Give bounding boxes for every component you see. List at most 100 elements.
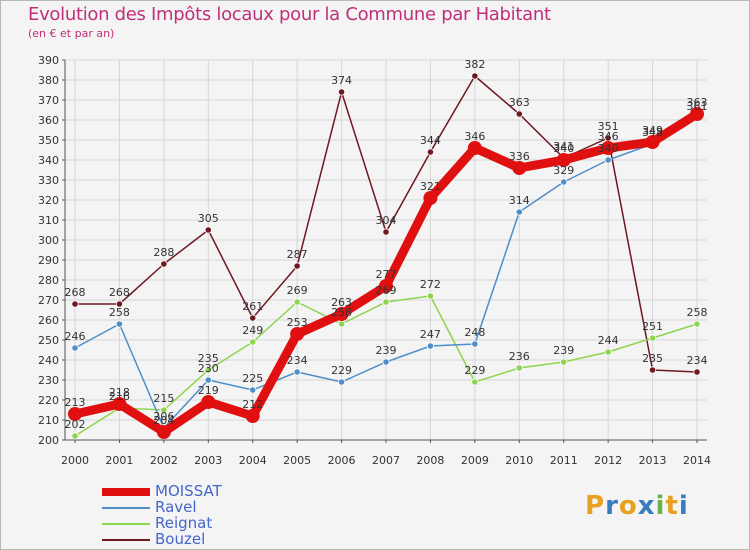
data-point-reignat — [515, 364, 523, 372]
data-label-ravel: 258 — [109, 306, 130, 319]
chart-title: Evolution des Impôts locaux pour la Comm… — [28, 4, 551, 25]
data-label-bouzel: 305 — [198, 212, 219, 225]
data-label-moissat: 277 — [376, 268, 397, 281]
data-label-bouzel: 288 — [153, 246, 174, 259]
data-point-bouzel — [337, 88, 346, 96]
data-label-ravel: 246 — [65, 330, 86, 343]
data-label-bouzel: 268 — [109, 286, 130, 299]
data-point-bouzel — [204, 226, 212, 234]
data-label-reignat: 244 — [598, 334, 619, 347]
data-label-reignat: 269 — [376, 284, 397, 297]
data-label-ravel: 234 — [287, 354, 308, 367]
data-label-reignat: 235 — [198, 352, 219, 365]
data-point-ravel — [426, 342, 435, 350]
y-tick-label: 260 — [38, 314, 59, 327]
data-point-reignat — [693, 320, 701, 328]
legend-swatches — [102, 488, 150, 541]
data-label-bouzel: 363 — [509, 96, 530, 109]
legend-label-moissat: MOISSAT — [155, 482, 222, 500]
data-point-reignat — [648, 334, 657, 342]
data-point-reignat — [426, 292, 435, 300]
data-point-ravel — [115, 320, 124, 328]
data-label-moissat: 204 — [153, 414, 174, 427]
axes — [64, 60, 707, 441]
data-point-bouzel — [160, 260, 168, 268]
data-label-reignat: 239 — [553, 344, 574, 357]
y-tick-label: 270 — [38, 294, 59, 307]
data-label-moissat: 363 — [687, 96, 708, 109]
data-label-ravel: 361 — [687, 100, 708, 113]
data-label-reignat: 202 — [65, 418, 86, 431]
data-label-ravel: 340 — [598, 142, 619, 155]
data-label-moissat: 212 — [242, 398, 263, 411]
data-point-moissat — [467, 141, 482, 155]
data-point-reignat — [471, 378, 479, 386]
x-tick-label: 2008 — [416, 454, 444, 467]
y-tick-label: 200 — [38, 434, 59, 447]
data-point-ravel — [515, 208, 523, 216]
data-point-reignat — [560, 358, 568, 366]
logo-letter: i — [655, 491, 666, 521]
data-point-moissat — [423, 191, 438, 205]
data-point-moissat — [601, 141, 616, 155]
data-label-bouzel: 382 — [464, 58, 485, 71]
data-point-bouzel — [71, 300, 79, 308]
data-point-moissat — [690, 107, 704, 121]
data-point-bouzel — [693, 368, 701, 376]
x-tick-label: 2014 — [683, 454, 711, 467]
logo-letter: P — [585, 491, 606, 521]
data-point-bouzel — [426, 148, 435, 156]
data-label-bouzel: 341 — [553, 140, 574, 153]
data-point-reignat — [71, 432, 79, 440]
x-tick-label: 2002 — [150, 454, 178, 467]
data-label-reignat: 216 — [109, 390, 130, 403]
data-label-reignat: 272 — [420, 278, 441, 291]
y-tick-label: 350 — [38, 134, 59, 147]
data-label-ravel: 206 — [153, 410, 174, 423]
logo-letter: r — [605, 491, 619, 521]
data-point-reignat — [160, 406, 168, 414]
data-label-reignat: 258 — [331, 306, 352, 319]
data-label-reignat: 258 — [687, 306, 708, 319]
data-point-moissat — [645, 135, 660, 149]
logo-letter: t — [665, 491, 679, 521]
data-point-bouzel — [515, 110, 523, 118]
data-point-ravel — [560, 178, 568, 186]
data-point-reignat — [249, 338, 257, 346]
data-label-moissat: 346 — [464, 130, 485, 143]
data-label-moissat: 349 — [642, 124, 663, 137]
x-tick-label: 2005 — [283, 454, 311, 467]
data-label-ravel: 248 — [464, 326, 485, 339]
data-label-moissat: 253 — [287, 316, 308, 329]
y-tick-label: 210 — [38, 414, 59, 427]
grid-lines — [62, 59, 707, 443]
data-label-ravel: 329 — [553, 164, 574, 177]
data-point-reignat — [204, 366, 212, 374]
data-label-bouzel: 235 — [642, 352, 663, 365]
data-point-moissat — [245, 409, 260, 423]
data-label-moissat: 321 — [420, 180, 441, 193]
legend-label-bouzel: Bouzel — [155, 530, 206, 548]
data-label-moissat: 218 — [109, 386, 130, 399]
data-point-bouzel — [382, 228, 390, 236]
data-label-moissat: 263 — [331, 296, 352, 309]
y-tick-label: 340 — [38, 154, 59, 167]
data-label-bouzel: 268 — [65, 286, 86, 299]
data-label-bouzel: 344 — [420, 134, 441, 147]
x-tick-labels: 2000 2001 2002 2003 2004 2005 2006 2007 2008 2009… — [61, 454, 711, 467]
data-label-bouzel: 261 — [242, 300, 263, 313]
data-point-reignat — [293, 298, 301, 306]
data-point-moissat — [68, 407, 82, 421]
y-tick-label: 280 — [38, 274, 59, 287]
data-point-reignat — [604, 348, 612, 356]
data-label-moissat: 340 — [553, 142, 574, 155]
data-point-ravel — [337, 378, 346, 386]
logo-letter: o — [618, 491, 638, 521]
data-label-reignat: 236 — [509, 350, 530, 363]
y-tick-label: 310 — [38, 214, 59, 227]
data-label-ravel: 314 — [509, 194, 530, 207]
logo-letter: x — [637, 491, 656, 521]
x-tick-label: 2011 — [550, 454, 578, 467]
data-label-bouzel: 287 — [287, 248, 308, 261]
